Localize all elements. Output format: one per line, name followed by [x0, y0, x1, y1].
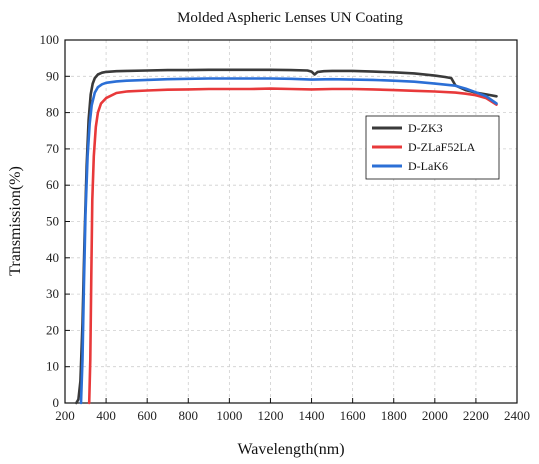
chart-title: Molded Aspheric Lenses UN Coating	[177, 10, 403, 26]
x-tick-label: 600	[137, 408, 157, 423]
x-tick-label: 2200	[463, 408, 489, 423]
x-tick-label: 200	[55, 408, 75, 423]
x-tick-label: 400	[96, 408, 116, 423]
y-tick-label: 70	[46, 141, 59, 156]
y-tick-label: 20	[46, 322, 59, 337]
y-tick-label: 80	[46, 105, 59, 120]
x-tick-labels: 200 400 600 800 1000 1200 1400 1600 1800 2000 2200…	[55, 408, 530, 423]
legend: D-ZK3 D-ZLaF52LA D-LaK6	[365, 115, 500, 180]
x-tick-label: 1200	[257, 408, 283, 423]
x-tick-label: 1400	[299, 408, 325, 423]
series-line-d-lak6	[79, 77, 498, 405]
x-tick-label: 2400	[504, 408, 530, 423]
x-tick-label: 1000	[216, 408, 242, 423]
grid-lines	[65, 40, 517, 403]
legend-label: D-LaK6	[408, 159, 448, 173]
series-line-d-zlaf52la	[87, 87, 498, 405]
y-tick-label: 40	[46, 250, 59, 265]
x-tick-label: 800	[179, 408, 199, 423]
x-axis-title: Wavelength(nm)	[237, 441, 344, 458]
y-tick-label: 90	[46, 68, 59, 83]
y-tick-labels: 0 10 20 30 40 50 60 70 80 90 100	[40, 32, 60, 410]
series-line-d-zk3	[75, 68, 498, 405]
y-axis-title: Transmission(%)	[7, 166, 24, 276]
y-tick-label: 60	[46, 177, 59, 192]
axis-ticks	[64, 39, 518, 404]
y-tick-label: 10	[46, 359, 59, 374]
legend-label: D-ZK3	[408, 121, 443, 135]
x-tick-label: 1600	[340, 408, 366, 423]
y-tick-label: 30	[46, 286, 59, 301]
x-tick-label: 2000	[422, 408, 448, 423]
legend-label: D-ZLaF52LA	[408, 140, 476, 154]
series-lines	[75, 68, 498, 405]
y-tick-label: 0	[53, 395, 60, 410]
x-tick-label: 1800	[381, 408, 407, 423]
y-tick-label: 50	[46, 214, 59, 229]
y-tick-label: 100	[40, 32, 60, 47]
